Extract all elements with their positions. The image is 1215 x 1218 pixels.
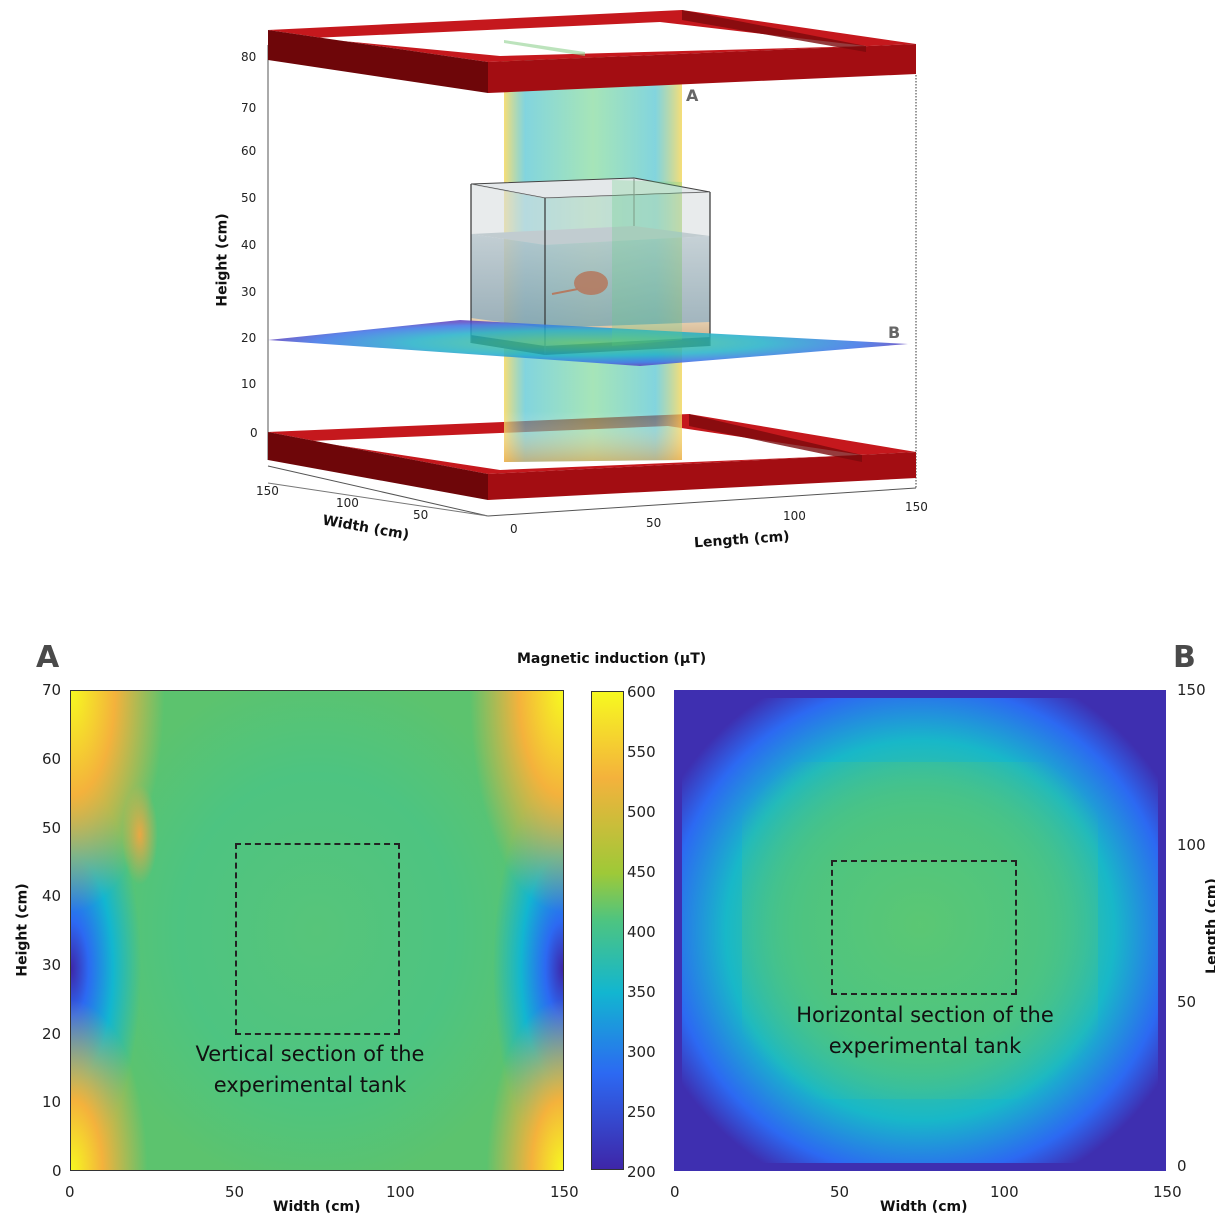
heatmap-b-dashed-box bbox=[831, 860, 1017, 995]
heatmap-b-xlabel: Width (cm) bbox=[880, 1199, 968, 1215]
length-tick: 100 bbox=[783, 509, 806, 523]
y-tick: 50 bbox=[1177, 993, 1197, 1011]
colorbar-tick: 600 bbox=[627, 683, 656, 701]
x-tick: 150 bbox=[1153, 1183, 1182, 1201]
diagram-3d bbox=[267, 10, 917, 517]
heatmap-b-annotation: Horizontal section of the experimental t… bbox=[760, 1000, 1090, 1062]
x-tick: 100 bbox=[386, 1183, 415, 1201]
colorbar-tick: 550 bbox=[627, 743, 656, 761]
annotation-line: Horizontal section of the bbox=[796, 1003, 1054, 1027]
y-tick: 100 bbox=[1177, 836, 1206, 854]
height-tick: 60 bbox=[241, 144, 257, 158]
x-tick: 100 bbox=[990, 1183, 1019, 1201]
plane-label-b: B bbox=[888, 323, 901, 342]
annotation-line: experimental tank bbox=[213, 1073, 407, 1097]
y-tick: 50 bbox=[42, 819, 62, 837]
length-tick: 50 bbox=[646, 516, 662, 530]
heatmap-b bbox=[674, 690, 1166, 1171]
colorbar-title: Magnetic induction (µT) bbox=[517, 651, 707, 667]
colorbar-tick: 400 bbox=[627, 923, 656, 941]
y-tick: 60 bbox=[42, 750, 62, 768]
height-tick: 40 bbox=[241, 238, 257, 252]
colorbar-tick: 450 bbox=[627, 863, 656, 881]
width-tick: 50 bbox=[413, 508, 429, 522]
heatmap-a-ylabel: Height (cm) bbox=[14, 883, 31, 977]
x-tick: 0 bbox=[670, 1183, 680, 1201]
heatmap-a-fill bbox=[71, 691, 563, 1170]
y-tick: 40 bbox=[42, 887, 62, 905]
y-tick: 0 bbox=[1177, 1157, 1187, 1175]
heatmap-a-dashed-box bbox=[235, 843, 400, 1035]
y-tick: 20 bbox=[42, 1025, 62, 1043]
panel-letter-a: A bbox=[36, 640, 60, 675]
colorbar bbox=[591, 691, 624, 1170]
colorbar-tick: 300 bbox=[627, 1043, 656, 1061]
x-tick: 50 bbox=[830, 1183, 850, 1201]
heatmap-a-annotation: Vertical section of the experimental tan… bbox=[150, 1039, 470, 1101]
colorbar-tick: 200 bbox=[627, 1163, 656, 1181]
x-tick: 0 bbox=[65, 1183, 75, 1201]
colorbar-tick: 500 bbox=[627, 803, 656, 821]
colorbar-tick: 350 bbox=[627, 983, 656, 1001]
x-tick: 150 bbox=[550, 1183, 579, 1201]
height-tick: 0 bbox=[250, 426, 258, 440]
heatmap-b-ylabel: Length (cm) bbox=[1203, 878, 1215, 974]
length-tick: 150 bbox=[905, 500, 928, 514]
colorbar-tick: 250 bbox=[627, 1103, 656, 1121]
heatmap-b-inner bbox=[742, 762, 1098, 1099]
heatmap-a bbox=[70, 690, 564, 1171]
annotation-line: Vertical section of the bbox=[195, 1042, 425, 1066]
fish-icon bbox=[574, 271, 608, 295]
x-tick: 50 bbox=[225, 1183, 245, 1201]
y-tick: 0 bbox=[52, 1162, 62, 1180]
height-tick: 80 bbox=[241, 50, 257, 64]
width-tick: 150 bbox=[256, 484, 279, 498]
y-tick: 10 bbox=[42, 1093, 62, 1111]
panel-letter-b: B bbox=[1173, 640, 1196, 675]
length-tick: 0 bbox=[510, 522, 518, 536]
height-tick: 30 bbox=[241, 285, 257, 299]
height-tick: 10 bbox=[241, 377, 257, 391]
horizontal-plane-b bbox=[268, 320, 908, 366]
top-coil-frame bbox=[268, 10, 916, 93]
y-tick: 150 bbox=[1177, 681, 1206, 699]
y-tick: 70 bbox=[42, 681, 62, 699]
height-axis-label: Height (cm) bbox=[214, 213, 231, 307]
height-tick: 50 bbox=[241, 191, 257, 205]
y-tick: 30 bbox=[42, 956, 62, 974]
height-tick: 20 bbox=[241, 331, 257, 345]
height-tick: 70 bbox=[241, 101, 257, 115]
heatmap-a-xlabel: Width (cm) bbox=[273, 1199, 361, 1215]
width-tick: 100 bbox=[336, 496, 359, 510]
annotation-line: experimental tank bbox=[828, 1034, 1022, 1058]
plane-label-a: A bbox=[686, 86, 699, 105]
